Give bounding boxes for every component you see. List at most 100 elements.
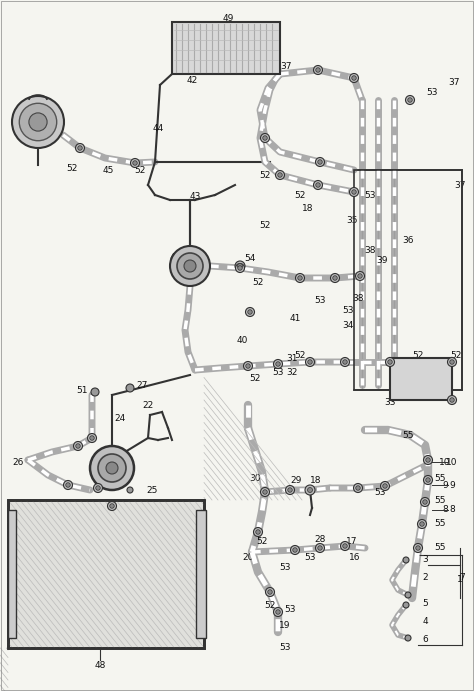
Text: 36: 36 <box>402 236 414 245</box>
Text: 53: 53 <box>272 368 284 377</box>
Text: 53: 53 <box>279 563 291 573</box>
Text: 41: 41 <box>289 314 301 323</box>
Text: 43: 43 <box>189 191 201 200</box>
Text: 34: 34 <box>342 321 354 330</box>
Circle shape <box>64 480 73 489</box>
Circle shape <box>261 133 270 142</box>
Text: 4: 4 <box>422 618 428 627</box>
Circle shape <box>133 161 137 165</box>
Circle shape <box>198 622 204 628</box>
Circle shape <box>198 547 204 553</box>
Circle shape <box>198 522 204 528</box>
Circle shape <box>108 502 117 511</box>
Circle shape <box>268 589 272 594</box>
Circle shape <box>333 276 337 281</box>
Circle shape <box>349 187 358 196</box>
Circle shape <box>78 146 82 150</box>
Text: 52: 52 <box>134 166 146 175</box>
Text: 29: 29 <box>290 475 301 484</box>
Circle shape <box>254 527 263 536</box>
Text: 22: 22 <box>142 401 154 410</box>
Text: 52: 52 <box>294 191 306 200</box>
Circle shape <box>76 444 80 448</box>
Text: 42: 42 <box>186 75 198 84</box>
Circle shape <box>246 363 250 368</box>
Text: 28: 28 <box>314 536 326 545</box>
Text: 47: 47 <box>169 252 181 261</box>
Bar <box>8 500 204 648</box>
Circle shape <box>423 500 427 504</box>
Text: 27: 27 <box>137 381 148 390</box>
Text: 55: 55 <box>434 544 446 553</box>
Circle shape <box>90 446 134 490</box>
Circle shape <box>236 263 245 272</box>
Circle shape <box>75 144 84 153</box>
Circle shape <box>352 190 356 194</box>
Text: 53: 53 <box>342 305 354 314</box>
Text: 18: 18 <box>310 475 322 484</box>
Text: 51: 51 <box>76 386 88 395</box>
Text: 10: 10 <box>439 457 451 466</box>
Circle shape <box>305 485 315 495</box>
Text: 37: 37 <box>454 180 466 189</box>
Circle shape <box>447 395 456 404</box>
Text: 53: 53 <box>374 487 386 497</box>
Text: 37: 37 <box>448 77 460 86</box>
Circle shape <box>276 362 280 366</box>
Circle shape <box>291 545 300 554</box>
Circle shape <box>420 498 429 507</box>
Circle shape <box>330 274 339 283</box>
Circle shape <box>381 482 390 491</box>
Circle shape <box>29 113 47 131</box>
Text: 23: 23 <box>89 506 100 515</box>
Circle shape <box>426 457 430 462</box>
Text: 53: 53 <box>64 531 76 540</box>
Circle shape <box>408 97 412 102</box>
Circle shape <box>383 484 387 489</box>
Bar <box>8 500 204 648</box>
Circle shape <box>450 360 454 364</box>
Circle shape <box>403 602 409 608</box>
Text: 52: 52 <box>264 600 276 609</box>
Circle shape <box>88 433 97 442</box>
Circle shape <box>385 357 394 366</box>
Circle shape <box>276 609 280 614</box>
Text: 52: 52 <box>259 220 271 229</box>
Text: 35: 35 <box>346 216 358 225</box>
Circle shape <box>316 68 320 73</box>
Circle shape <box>349 73 358 82</box>
Text: 52: 52 <box>252 278 264 287</box>
Text: 32: 32 <box>286 368 298 377</box>
Circle shape <box>184 260 196 272</box>
Text: 55: 55 <box>434 495 446 504</box>
Circle shape <box>256 530 260 534</box>
Text: 45: 45 <box>102 166 114 175</box>
Circle shape <box>354 484 363 493</box>
Text: 2: 2 <box>422 574 428 583</box>
Text: 38: 38 <box>352 294 364 303</box>
Circle shape <box>318 160 322 164</box>
Circle shape <box>19 103 57 141</box>
Circle shape <box>313 180 322 189</box>
Circle shape <box>198 597 204 603</box>
Text: 52: 52 <box>412 350 424 359</box>
Text: 26: 26 <box>12 457 24 466</box>
Text: 19: 19 <box>279 621 291 630</box>
Circle shape <box>90 436 94 440</box>
Circle shape <box>110 504 114 509</box>
Circle shape <box>275 171 284 180</box>
Text: 40: 40 <box>237 336 248 345</box>
Text: 52: 52 <box>249 374 261 383</box>
Text: 37: 37 <box>280 61 292 70</box>
Text: 46: 46 <box>12 117 24 126</box>
Circle shape <box>273 607 283 616</box>
Circle shape <box>265 587 274 596</box>
Text: 38: 38 <box>364 245 376 254</box>
Text: 5: 5 <box>422 600 428 609</box>
Circle shape <box>237 263 243 269</box>
Circle shape <box>356 486 360 490</box>
Circle shape <box>246 307 255 316</box>
Circle shape <box>261 487 270 497</box>
Circle shape <box>306 357 315 366</box>
Circle shape <box>316 182 320 187</box>
